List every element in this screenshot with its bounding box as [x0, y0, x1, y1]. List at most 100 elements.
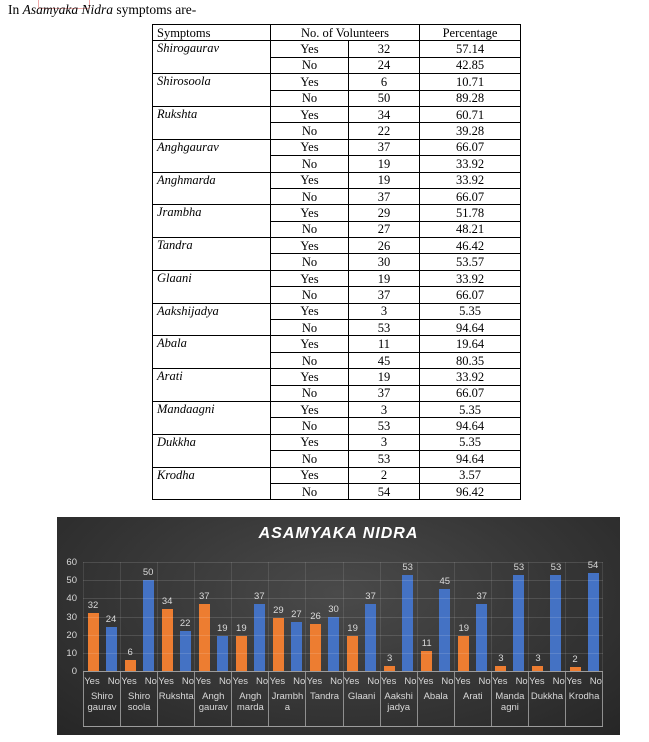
comment-box-fragment — [38, 0, 90, 9]
yes-tick-label: Yes — [417, 676, 434, 687]
bar-value-label: 24 — [105, 614, 117, 626]
yes-tick-label: Yes — [529, 676, 545, 687]
category-cell: Yes No Glaani — [342, 672, 380, 726]
bar-yes: 29 — [272, 605, 284, 671]
category-label: Krodha — [568, 691, 600, 702]
intro-text: In Asamyaka Nidra symptoms are- — [8, 1, 196, 19]
category-label: Arati — [463, 691, 483, 702]
bar-yes: 2 — [569, 654, 581, 671]
table-row: Arati Yes 19 33.92 — [152, 368, 522, 402]
category-cell: Yes No Krodha — [565, 672, 604, 726]
bar-no: 45 — [439, 576, 451, 671]
bar-yes: 32 — [87, 600, 99, 671]
category-cell: Yes No Aakshi jadya — [379, 672, 417, 726]
symptom-name: Anghmarda — [152, 171, 271, 206]
y-tick-label: 50 — [66, 575, 77, 587]
symptoms-table: Symptoms No. of Volunteers Percentage Sh… — [152, 23, 522, 501]
no-tick-label: No — [330, 676, 343, 687]
yes-label-cell: Yes — [270, 105, 349, 124]
bar-value-label: 37 — [198, 590, 210, 602]
yes-tick-label: Yes — [84, 676, 100, 687]
y-tick-label: 40 — [66, 593, 77, 605]
no-label-cell: No — [270, 89, 349, 107]
yes-percentage-cell: 57.14 — [419, 40, 522, 58]
no-label-cell: No — [270, 384, 349, 402]
no-count-cell: 27 — [347, 220, 421, 239]
yes-count-cell: 6 — [347, 73, 421, 91]
no-percentage-cell: 66.07 — [419, 286, 522, 304]
no-percentage-cell: 48.21 — [419, 220, 522, 239]
no-tick-label: No — [293, 676, 306, 687]
series-tick-labels: Yes No — [158, 672, 194, 687]
table-row: Rukshta Yes 34 60.71 — [152, 105, 522, 140]
yes-percentage-cell: 19.64 — [419, 335, 522, 353]
no-count-cell: 53 — [347, 417, 421, 435]
category-label: Rukshta — [158, 691, 194, 702]
yes-percentage-cell: 10.71 — [419, 73, 522, 91]
yes-label-cell: Yes — [270, 400, 349, 419]
bar-group: 32 24 — [83, 562, 120, 671]
bar-value-label: 3 — [498, 652, 504, 664]
header-volunteers: No. of Volunteers — [269, 23, 421, 42]
bar-no: 53 — [550, 562, 562, 671]
no-label-cell: No — [270, 122, 349, 140]
yes-count-cell: 19 — [347, 269, 421, 288]
bar-yes: 11 — [421, 638, 433, 671]
no-count-cell: 50 — [347, 89, 421, 107]
series-tick-labels: Yes No — [195, 672, 231, 687]
category-cell: Yes No Manda agni — [490, 672, 528, 726]
category-cell: Yes No Arati — [453, 672, 491, 726]
bar-no: 54 — [587, 560, 599, 671]
table-row: Anghgaurav Yes 37 66.07 — [152, 138, 522, 173]
no-tick-label: No — [181, 676, 195, 687]
bar-group: 11 45 — [416, 562, 454, 671]
yes-percentage-cell: 5.35 — [419, 433, 522, 452]
y-tick-label: 30 — [66, 611, 77, 623]
symptom-name: Aakshijadya — [152, 302, 271, 337]
header-percentage: Percentage — [419, 23, 522, 42]
table-row: No 19 33.92 — [153, 155, 522, 173]
yes-label-cell: Yes — [270, 237, 349, 255]
yes-tick-label: Yes — [158, 676, 174, 687]
no-percentage-cell: 96.42 — [419, 482, 522, 501]
bar-yes: 6 — [124, 647, 136, 671]
symptom-name: Mandaagni — [152, 400, 271, 435]
bar-value-label: 45 — [439, 576, 451, 588]
yes-count-cell: 26 — [347, 237, 421, 255]
gridline — [83, 652, 603, 654]
chart-x-axis: Yes No Shiro gaurav Yes No Shiro soola Yes No Ru… — [83, 671, 604, 727]
table-row: Abala Yes 11 19.64 — [152, 335, 522, 370]
bar-value-label: 19 — [347, 623, 358, 635]
symptom-name: Krodha — [152, 466, 271, 501]
gridline — [83, 634, 603, 636]
series-tick-labels: Yes No — [455, 672, 491, 687]
yes-count-cell: 34 — [347, 105, 421, 124]
yes-percentage-cell: 5.35 — [419, 302, 522, 321]
bar-yes: 3 — [384, 653, 396, 671]
symptom-name: Tandra — [152, 237, 271, 271]
bar-group: 3 53 — [490, 562, 528, 671]
table-row: No 50 89.28 — [153, 89, 522, 107]
intro-term: Asamyaka Nidra — [22, 2, 113, 17]
no-label-cell: No — [270, 220, 349, 239]
yes-percentage-cell: 3.57 — [419, 466, 522, 484]
table-row: No 24 42.85 — [153, 56, 522, 75]
no-tick-label: No — [589, 676, 602, 687]
no-tick-label: No — [404, 676, 417, 687]
no-label-cell: No — [270, 351, 349, 370]
yes-tick-label: Yes — [269, 676, 286, 687]
no-percentage-cell: 53.57 — [419, 253, 522, 271]
bar-value-label: 54 — [587, 559, 599, 571]
bar-value-label: 37 — [365, 590, 376, 602]
intro-prefix: In — [8, 2, 23, 17]
bar-value-label: 19 — [458, 623, 470, 635]
no-tick-label: No — [367, 676, 380, 687]
bar-value-label: 3 — [535, 652, 541, 664]
intro-suffix: symptoms are- — [113, 2, 197, 17]
series-tick-labels: Yes No — [269, 672, 306, 687]
bar-value-label: 50 — [142, 567, 154, 579]
symptom-name: Shirogaurav — [152, 40, 271, 75]
bar-group: 2 54 — [565, 560, 604, 671]
yes-label-cell: Yes — [270, 40, 349, 58]
no-tick-label: No — [256, 676, 269, 687]
